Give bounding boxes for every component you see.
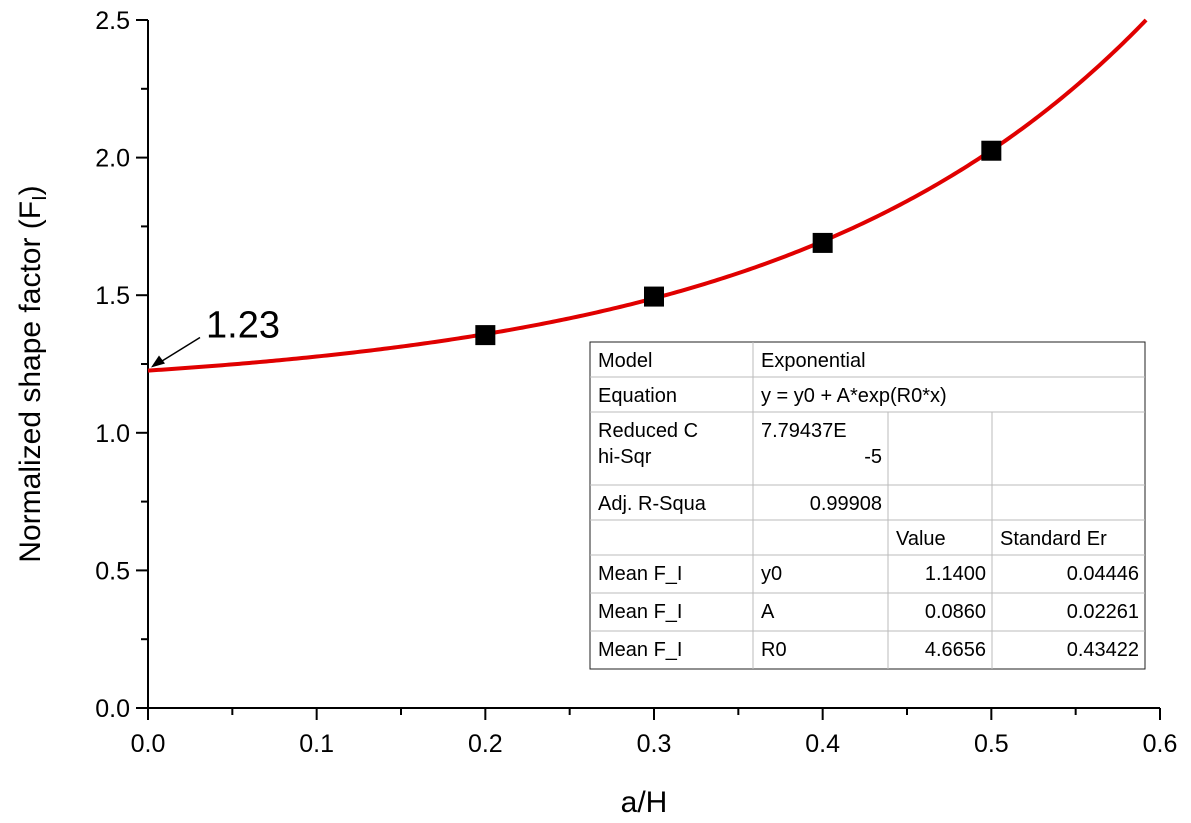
table-cell: y0 [761, 563, 782, 585]
x-tick-label: 0.2 [468, 730, 503, 758]
y-axis-title: Normalized shape factor (FI) [14, 185, 51, 562]
x-tick-label: 0.4 [805, 730, 840, 758]
table-cell: Exponential [761, 350, 866, 372]
table-cell: Equation [598, 385, 677, 407]
table-cell: Model [598, 350, 652, 372]
table-cell: 7.79437E [761, 420, 847, 442]
annotation-layer: 1.23 [151, 305, 280, 368]
y-tick-label: 0.5 [95, 557, 130, 585]
fit-layer [147, 18, 1148, 373]
table-cell: Mean F_I [598, 601, 682, 623]
table-cell: 4.6656 [925, 639, 986, 661]
table-cell: Adj. R-Squa [598, 493, 707, 515]
y-tick-label: 2.0 [95, 145, 130, 173]
y-tick-label: 1.5 [95, 282, 130, 310]
y-axis-title-close: ) [14, 185, 47, 195]
table-cell: hi-Sqr [598, 446, 652, 468]
table-cell: Value [896, 528, 946, 550]
fit-results-table: Model Exponential Equation y = y0 + A*exp(R… [589, 341, 1146, 670]
table-cell: 0.43422 [1067, 639, 1139, 661]
y-axis-title-subscript: I [29, 195, 51, 201]
y-tick-label: 1.0 [95, 420, 130, 448]
data-point [812, 232, 833, 253]
table-cell: 0.04446 [1067, 563, 1139, 585]
table-cell: Mean F_I [598, 563, 682, 585]
table-cell: Standard Er [1000, 528, 1107, 550]
y-tick-label: 2.5 [95, 7, 130, 35]
table-cell: 0.99908 [810, 493, 882, 515]
table-cell: 1.1400 [925, 563, 986, 585]
table-cell: 0.0860 [925, 601, 986, 623]
x-tick-label: 0.5 [974, 730, 1009, 758]
table-cell: Mean F_I [598, 639, 682, 661]
points-layer [475, 140, 1002, 346]
table-frame [589, 341, 1146, 670]
annotation-label: 1.23 [206, 305, 280, 347]
data-point [475, 325, 496, 346]
table-cell: 0.02261 [1067, 601, 1139, 623]
y-axis-title-main: Normalized shape factor (F [14, 201, 47, 563]
annotation-arrow-line [157, 336, 201, 365]
axes-layer: 0.0 0.1 0.2 0.3 0.4 0.5 0.6 0.0 0.5 1.0 1.5 2.0 2.5 a… [14, 7, 1177, 819]
fit-curve [147, 18, 1148, 373]
x-tick-label: 0.3 [637, 730, 672, 758]
y-tick-label: 0.0 [95, 695, 130, 723]
table-cell: -5 [864, 446, 882, 468]
table-cell: Reduced C [598, 420, 698, 442]
data-point [644, 286, 664, 307]
table-cell: y = y0 + A*exp(R0*x) [761, 385, 947, 407]
table-cell: R0 [761, 639, 787, 661]
data-point [981, 140, 1002, 161]
x-tick-label: 0.1 [299, 730, 334, 758]
table-cell: A [761, 601, 775, 623]
x-tick-label: 0.6 [1143, 730, 1178, 758]
x-axis-title: a/H [621, 786, 668, 819]
x-tick-label: 0.0 [131, 730, 166, 758]
annotation-arrow-head [151, 355, 165, 368]
